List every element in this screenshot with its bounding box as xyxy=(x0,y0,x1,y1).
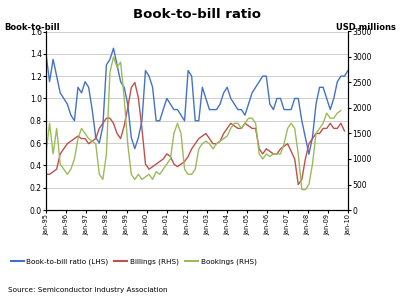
Legend: Book-to-bill ratio (LHS), Billings (RHS), Bookings (RHS): Book-to-bill ratio (LHS), Billings (RHS)… xyxy=(8,256,260,268)
Title: Book-to-bill ratio: Book-to-bill ratio xyxy=(133,8,261,21)
Text: iFAST: iFAST xyxy=(332,273,374,287)
Text: Source: Semiconductor Industry Association: Source: Semiconductor Industry Associati… xyxy=(8,287,168,293)
Text: USD millions: USD millions xyxy=(336,22,396,32)
Text: Book-to-bill: Book-to-bill xyxy=(4,22,60,32)
